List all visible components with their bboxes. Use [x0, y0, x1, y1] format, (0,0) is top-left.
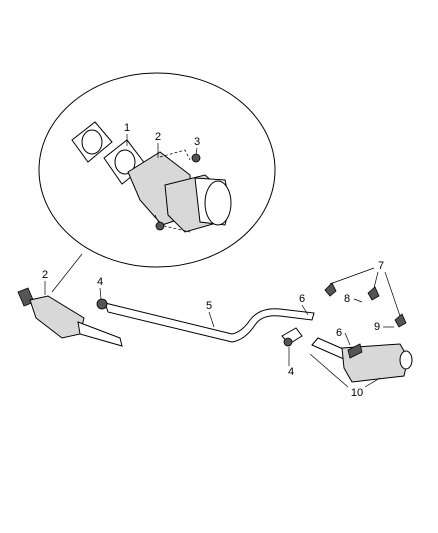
callout-label: 1 — [124, 122, 130, 134]
callout-label: 9 — [374, 321, 380, 333]
callout-label: 10 — [351, 387, 363, 399]
callout-label: 4 — [97, 276, 103, 288]
detail-ellipse — [38, 72, 276, 268]
callout-label: 4 — [288, 366, 294, 378]
callout-label: 8 — [344, 293, 350, 305]
callout-label: 6 — [299, 293, 305, 305]
callout-labels: 1 2 3 2 4 5 6 7 8 9 6 4 10 — [42, 122, 384, 399]
pipe — [96, 287, 315, 366]
manifold-detail — [71, 121, 232, 233]
callout-label: 7 — [378, 260, 384, 272]
converter — [17, 281, 123, 347]
callout-label: 3 — [194, 136, 200, 148]
muffler — [309, 267, 413, 388]
callout-label: 6 — [336, 327, 342, 339]
artwork — [17, 72, 413, 388]
callout-label: 2 — [155, 131, 161, 143]
callout-label: 5 — [206, 300, 212, 312]
detail-leader — [51, 253, 83, 293]
callout-label: 2 — [42, 269, 48, 281]
